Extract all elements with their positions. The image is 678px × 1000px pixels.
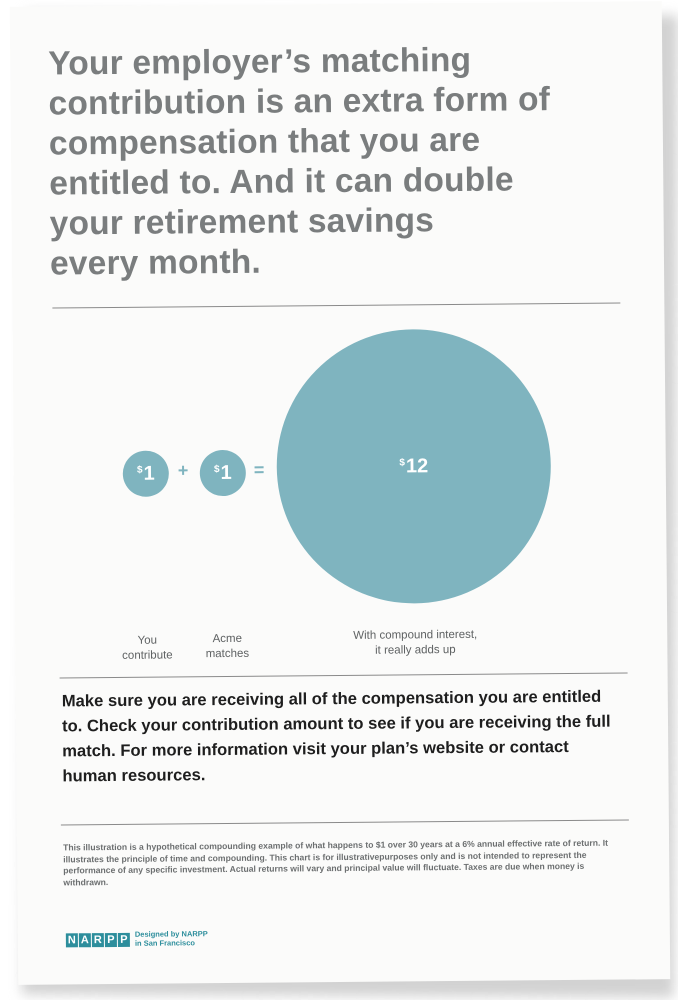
employee-contribution-circle: $1 xyxy=(122,450,170,497)
compound-result-circle: $12 xyxy=(275,328,552,605)
divider-bottom xyxy=(60,819,629,826)
employer-label: Acme matches xyxy=(205,632,250,661)
employer-match-circle: $1 xyxy=(199,449,247,497)
call-to-action-text: Make sure you are receiving all of the c… xyxy=(61,686,611,786)
divider-top xyxy=(52,302,621,309)
designer-credit: Designed by NARPP in San Francisco xyxy=(134,929,208,948)
result-amount: 12 xyxy=(405,455,429,478)
logo-wordmark: N A R P P xyxy=(65,932,130,947)
plus-sign: + xyxy=(177,460,189,481)
result-label: With compound interest, it really adds u… xyxy=(353,628,478,657)
logo-letter: P xyxy=(117,932,130,947)
equals-sign: = xyxy=(253,459,265,480)
currency-symbol: $ xyxy=(213,463,220,475)
disclaimer-text: This illustration is a hypothetical comp… xyxy=(63,837,608,887)
narpp-logo: N A R P P Designed by NARPP in San Franc… xyxy=(65,929,208,948)
logo-letter: N xyxy=(65,932,78,947)
logo-letter: A xyxy=(78,932,91,947)
currency-symbol: $ xyxy=(136,464,143,476)
employee-amount: 1 xyxy=(143,462,155,485)
employee-label: You contribute xyxy=(122,634,173,662)
divider-middle xyxy=(59,672,628,679)
poster: Your employer’s matching contribution is… xyxy=(9,1,671,985)
headline: Your employer’s matching contribution is… xyxy=(48,41,551,283)
employer-amount: 1 xyxy=(220,461,232,484)
logo-letter: R xyxy=(91,932,104,947)
currency-symbol: $ xyxy=(399,457,405,469)
logo-letter: P xyxy=(104,932,117,947)
